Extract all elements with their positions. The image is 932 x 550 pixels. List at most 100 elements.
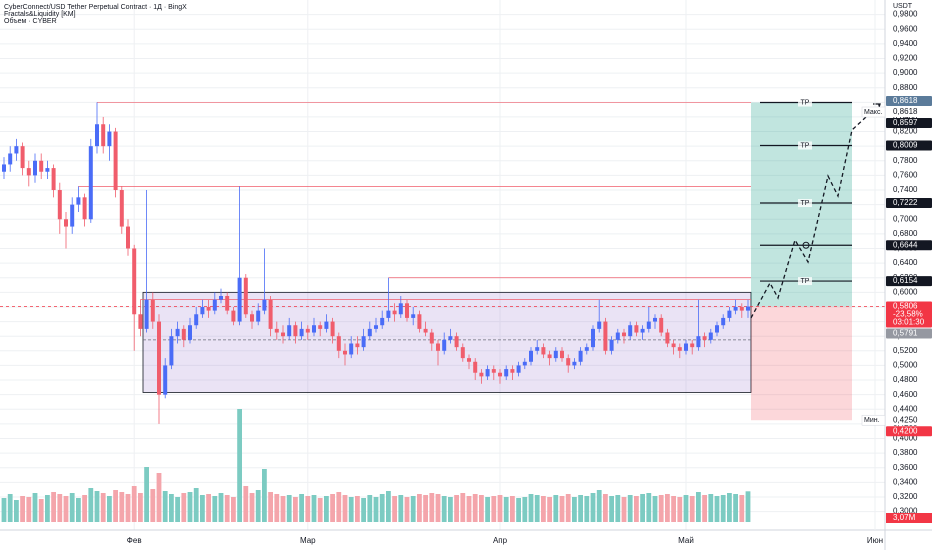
volume-bar [57, 494, 63, 522]
volume-bar [429, 493, 435, 522]
price-label: 0,8597 [893, 118, 918, 127]
y-tick-label: 0,4800 [893, 375, 918, 384]
volume-bar [621, 497, 627, 522]
candle-body [138, 314, 143, 329]
volume-bar [516, 498, 521, 522]
take-profit-label: TP [801, 99, 810, 106]
candle-body [380, 317, 385, 326]
y-tick-label: 0,9200 [893, 54, 918, 63]
candle-body [305, 328, 310, 333]
price-label-bg [886, 96, 932, 107]
candle-body [212, 299, 217, 311]
candle-body [107, 131, 112, 147]
candle-body [119, 190, 124, 227]
candle-body [411, 314, 416, 318]
volume-bar [94, 491, 100, 522]
volume-bar [466, 496, 472, 522]
volume-bar [472, 494, 478, 522]
candle-body [132, 248, 137, 315]
candle-body [150, 299, 155, 322]
volume-bar [609, 496, 614, 522]
volume-bar [249, 493, 255, 522]
volume-bar [572, 497, 577, 522]
price-label: 0,6154 [893, 276, 918, 285]
volume-bar [324, 496, 329, 522]
price-label-bg [886, 198, 932, 209]
y-tick-label: 0,6400 [893, 258, 918, 267]
volume-bar [255, 490, 261, 522]
volume-bar [200, 495, 205, 522]
volume-bar [63, 496, 69, 522]
candle-body [553, 350, 558, 359]
volume-bar [671, 496, 676, 522]
volume-bar [113, 490, 118, 522]
volume-bar [280, 496, 286, 522]
candle-body [467, 358, 471, 362]
candle-body [181, 328, 186, 340]
volume-label: 3,07M [893, 513, 916, 522]
x-tick-label: Июн [867, 536, 883, 545]
volume-bar [386, 491, 391, 522]
volume-bar [739, 495, 745, 522]
price-label-bg [886, 415, 932, 426]
candle-body [584, 347, 589, 351]
candle-body [330, 321, 335, 337]
candle-body [398, 303, 403, 315]
y-tick-label: 0,4000 [893, 434, 918, 443]
candle-body [746, 306, 750, 311]
candle-body [268, 299, 273, 329]
volume-bar [547, 497, 552, 522]
candle-body [392, 310, 397, 315]
candle-body [708, 332, 713, 340]
volume-bar [76, 498, 81, 522]
candle-body [163, 365, 168, 395]
x-tick-label: Апр [493, 536, 508, 545]
volume-bar [286, 495, 292, 522]
candle-body [200, 306, 205, 315]
candle-body [529, 350, 533, 362]
volume-bar [559, 496, 565, 522]
volume-bar [373, 497, 379, 522]
volume-bar [311, 495, 317, 522]
volume-bar [1, 498, 7, 522]
candle-body [615, 332, 620, 340]
volume-bar [212, 496, 218, 522]
volume-bar [144, 467, 149, 522]
candle-body [702, 336, 707, 340]
candle-body [653, 317, 657, 322]
volume-bar [82, 495, 87, 522]
volume-bar [193, 488, 199, 522]
price-label-bg [886, 118, 932, 129]
candle-body [634, 325, 639, 333]
projection-path [750, 103, 881, 319]
y-tick-label: 0,3600 [893, 463, 918, 472]
candle-body [733, 306, 738, 311]
indicator-label: Fractals&Liquidity [KM] [4, 11, 76, 18]
volume-bar [615, 495, 621, 522]
y-tick-label: 0,4400 [893, 404, 918, 413]
volume-bar [20, 496, 25, 522]
indicator-label: Объем · CYBER [4, 17, 57, 25]
volume-bar [534, 495, 540, 522]
volume-bar [410, 496, 416, 522]
price-label: 0,5806 [893, 302, 918, 311]
x-tick-label: Фев [127, 536, 142, 545]
volume-bar [522, 497, 528, 522]
candle-body [516, 365, 521, 373]
price-label-bg [886, 301, 932, 328]
candle-body [39, 160, 44, 172]
candle-body [721, 317, 726, 326]
candle-body [671, 343, 676, 348]
volume-bar [497, 495, 503, 522]
candle-body [126, 226, 130, 249]
candle-body [547, 354, 552, 359]
candle-body [374, 325, 378, 329]
volume-bar [696, 492, 701, 522]
volume-bar [590, 493, 596, 522]
volume-bar [745, 491, 751, 522]
volume-bar [206, 494, 211, 522]
candle-body [460, 347, 465, 359]
price-axis [885, 0, 932, 550]
price-label-bg [886, 107, 932, 118]
